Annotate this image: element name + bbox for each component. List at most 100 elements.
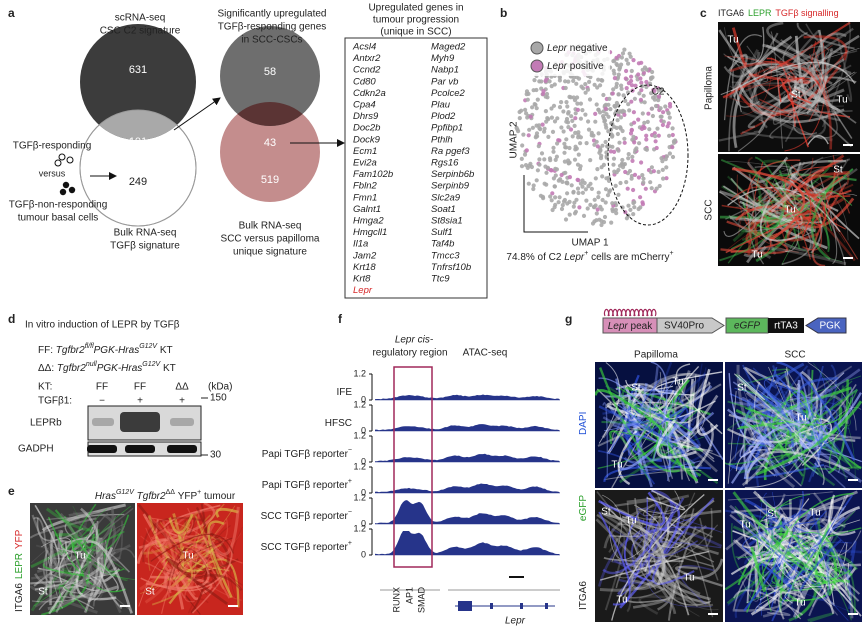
gene-name: Doc2b: [353, 123, 380, 134]
texture: [743, 463, 825, 479]
label: Upregulated genes in: [368, 3, 463, 14]
texture: [82, 549, 104, 588]
umap-point: [639, 80, 644, 85]
gene-name: Acsl4: [352, 42, 376, 53]
umap-point: [608, 149, 614, 154]
label-part: 74.8% of C2: [506, 252, 564, 263]
hairpin: [629, 308, 635, 317]
label: SV40Pro: [664, 321, 704, 332]
hairpin: [603, 308, 610, 317]
umap-point: [623, 169, 628, 175]
umap-point: [620, 108, 626, 113]
texture: [625, 558, 723, 580]
atac-track: [375, 394, 560, 400]
umap-point: [626, 61, 631, 66]
texture: [827, 561, 838, 591]
texture: [728, 173, 757, 232]
texture: [847, 540, 857, 578]
motif-label: RUNX: [391, 587, 401, 613]
texture: [743, 548, 862, 565]
umap-point: [640, 173, 645, 178]
umap-point: [559, 206, 565, 212]
texture: [807, 612, 834, 622]
umap-point: [544, 119, 549, 124]
umap-point: [641, 93, 646, 98]
texture: [603, 512, 666, 586]
umap-point: [626, 81, 632, 86]
texture: [723, 32, 779, 78]
umap-point: [569, 114, 574, 119]
umap-point: [628, 131, 634, 136]
umap-point: [516, 129, 521, 134]
umap-point: [643, 146, 648, 151]
umap-point: [539, 79, 544, 84]
umap-point: [603, 187, 609, 192]
umap-point: [603, 106, 608, 111]
umap-point: [566, 110, 571, 115]
label: CSC C2 signature: [100, 26, 181, 37]
umap-point: [610, 91, 615, 96]
texture: [796, 22, 855, 50]
micrograph: [30, 503, 135, 615]
umap-point: [666, 110, 671, 115]
umap-point: [622, 112, 627, 117]
texture: [601, 372, 701, 439]
label: tumour basal cells: [18, 213, 99, 224]
track-label: IFE: [336, 387, 352, 398]
umap-point: [660, 122, 666, 128]
hairpin: [634, 308, 640, 317]
umap-point: [632, 140, 637, 145]
umap-point: [667, 115, 672, 120]
texture: [53, 557, 101, 576]
tick-label: 1.2: [353, 430, 366, 440]
umap-point: [535, 134, 540, 139]
label: scRNA-seq: [115, 13, 166, 24]
umap-point: [626, 156, 631, 161]
region-label: Tu: [794, 598, 805, 609]
umap-point: [610, 134, 615, 139]
umap-point: [575, 101, 580, 106]
label-part: ITGA6: [718, 8, 744, 18]
umap-point: [583, 82, 588, 87]
gene-name: Fam102b: [353, 169, 393, 180]
umap-point: [577, 166, 583, 172]
texture: [161, 522, 216, 576]
umap-point: [559, 100, 564, 105]
texture: [595, 389, 665, 432]
texture: [596, 491, 643, 576]
umap-point: [537, 123, 542, 128]
texture: [607, 378, 661, 454]
texture: [776, 362, 856, 461]
texture: [145, 550, 210, 590]
texture: [626, 550, 633, 613]
texture: [165, 548, 217, 592]
umap-point: [596, 195, 601, 200]
umap-point: [644, 133, 649, 138]
texture: [603, 494, 690, 549]
umap-point: [602, 119, 607, 124]
texture: [764, 490, 804, 530]
umap-point: [649, 91, 654, 96]
texture: [33, 516, 48, 589]
gene-name: St8sia1: [431, 216, 463, 227]
umap-point: [641, 176, 646, 181]
texture: [47, 559, 113, 611]
texture: [599, 511, 667, 586]
gene-name: Sulf1: [431, 227, 453, 238]
umap-point: [593, 119, 598, 124]
umap-point: [549, 115, 555, 120]
texture: [62, 572, 118, 595]
label: +: [179, 396, 185, 407]
umap-point: [564, 145, 569, 150]
umap-point: [663, 157, 668, 162]
texture: [803, 35, 848, 61]
gene-name: Galnt1: [353, 204, 381, 215]
label: Lepr peak: [608, 321, 653, 332]
texture: [748, 406, 804, 477]
micrograph: [725, 362, 862, 488]
umap-point: [633, 148, 638, 153]
umap-point: [545, 116, 550, 121]
umap-point: [592, 82, 597, 87]
gene-name: Jam2: [352, 250, 377, 261]
texture: [599, 550, 709, 581]
